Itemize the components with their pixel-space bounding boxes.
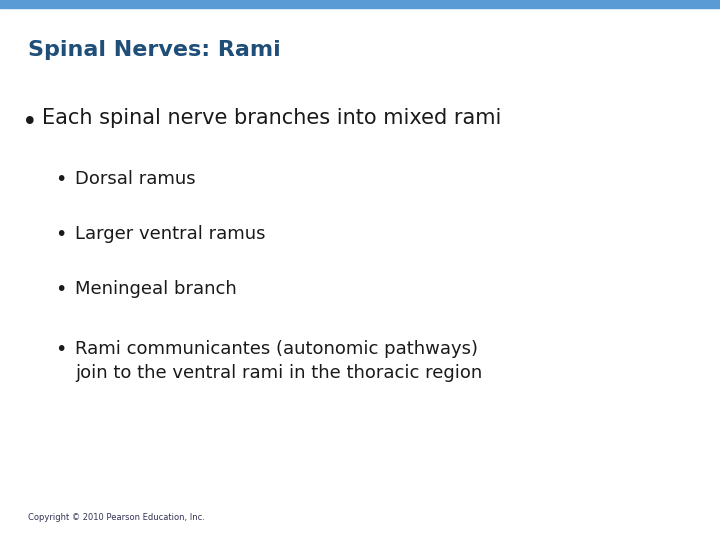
- Bar: [0, 0, 720, 8]
- Text: •: •: [55, 170, 66, 189]
- Text: Spinal Nerves: Rami: Spinal Nerves: Rami: [28, 40, 281, 60]
- Text: Dorsal ramus: Dorsal ramus: [75, 170, 196, 188]
- Text: Larger ventral ramus: Larger ventral ramus: [75, 225, 266, 243]
- Text: Each spinal nerve branches into mixed rami: Each spinal nerve branches into mixed ra…: [42, 108, 501, 128]
- Text: •: •: [22, 110, 37, 136]
- Text: Copyright © 2010 Pearson Education, Inc.: Copyright © 2010 Pearson Education, Inc.: [28, 513, 205, 522]
- Text: Rami communicantes (autonomic pathways)
join to the ventral rami in the thoracic: Rami communicantes (autonomic pathways) …: [75, 340, 482, 382]
- Text: •: •: [55, 340, 66, 359]
- Text: •: •: [55, 225, 66, 244]
- Text: •: •: [55, 280, 66, 299]
- Text: Meningeal branch: Meningeal branch: [75, 280, 237, 298]
